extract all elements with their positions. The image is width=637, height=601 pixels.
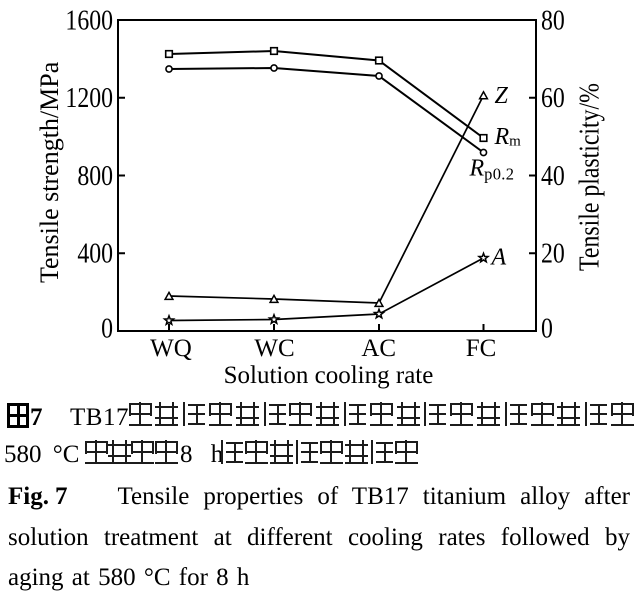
svg-text:Tensile plasticity/%: Tensile plasticity/% bbox=[574, 83, 605, 271]
svg-text:0: 0 bbox=[541, 313, 553, 344]
svg-text:800: 800 bbox=[77, 160, 113, 191]
svg-text:40: 40 bbox=[541, 160, 565, 191]
svg-text:Z: Z bbox=[495, 83, 509, 109]
svg-text:1200: 1200 bbox=[65, 82, 113, 113]
svg-text:WC: WC bbox=[254, 335, 294, 362]
svg-text:WQ: WQ bbox=[150, 335, 192, 362]
svg-text:0: 0 bbox=[101, 313, 113, 344]
svg-text:Rm: Rm bbox=[494, 124, 522, 150]
svg-text:Rp0.2: Rp0.2 bbox=[469, 156, 515, 184]
svg-text:Tensile strength/MPa: Tensile strength/MPa bbox=[35, 61, 64, 283]
svg-text:A: A bbox=[490, 245, 507, 271]
svg-text:AC: AC bbox=[361, 335, 396, 362]
svg-text:FC: FC bbox=[466, 335, 497, 362]
svg-text:60: 60 bbox=[541, 82, 565, 113]
svg-text:80: 80 bbox=[541, 5, 565, 36]
svg-text:1600: 1600 bbox=[65, 5, 113, 36]
svg-text:400: 400 bbox=[77, 238, 113, 269]
svg-text:Solution cooling rate: Solution cooling rate bbox=[224, 362, 434, 389]
svg-text:20: 20 bbox=[541, 238, 565, 269]
